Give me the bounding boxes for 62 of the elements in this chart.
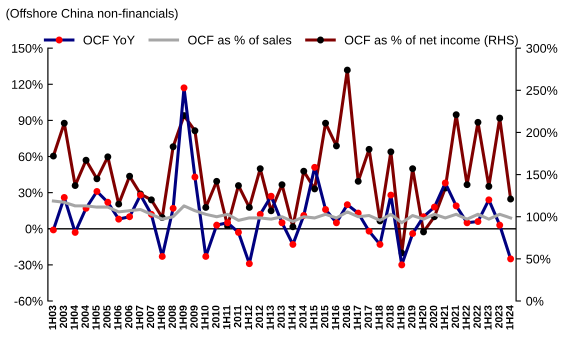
x-tick-label: 2018 (386, 305, 394, 328)
legend-label: OCF as % of net income (RHS) (344, 35, 518, 47)
x-tick-label: 2016 (342, 306, 350, 328)
x-tick-label: 1H06 (114, 306, 122, 330)
x-tick-label: 1H07 (136, 306, 144, 330)
x-tick-label: 2012 (256, 306, 264, 328)
y2-tick-label: 0% (526, 296, 544, 306)
x-tick-label: 2019 (408, 306, 416, 328)
y-tick-label: -60% (14, 296, 43, 306)
x-tick-label: 2003 (60, 306, 68, 328)
x-tick-label: 1H15 (310, 305, 318, 330)
chart-title: (Offshore China non-financials) (6, 8, 178, 20)
x-tick-label: 2014 (299, 305, 307, 328)
x-tick-label: 2006 (125, 306, 132, 328)
x-tick-label: 1H13 (266, 306, 274, 330)
y2-tick-label: 250% (526, 86, 558, 95)
x-tick-label: 1H24 (506, 305, 514, 330)
x-tick-label: 2023 (495, 306, 503, 328)
y2-tick-label: 300% (526, 44, 558, 53)
x-tick-label: 2022 (473, 306, 481, 328)
x-tick-label: 1H21 (440, 305, 448, 330)
x-tick-label: 2008 (168, 305, 176, 328)
x-tick-label: 2004 (81, 305, 89, 328)
x-tick-label: 1H11 (223, 305, 230, 329)
x-tick-label: 1H12 (244, 306, 252, 330)
x-tick-label: 2011 (234, 305, 242, 328)
x-tick-label: 2017 (364, 306, 372, 328)
y2-tick-label: 100% (526, 212, 558, 222)
y2-tick-label: 150% (526, 170, 558, 180)
x-tick-label: 1H09 (179, 306, 187, 330)
x-tick-label: 1H04 (70, 305, 78, 330)
y-tick-label: -30% (14, 260, 43, 270)
x-tick-label: 1H08 (158, 305, 166, 330)
y-tick-label: 60% (18, 152, 43, 162)
x-tick-label: 1H19 (397, 306, 405, 330)
x-tick-label: 1H18 (375, 305, 383, 330)
y2-tick-label: 50% (526, 254, 550, 264)
x-tick-label: 2007 (146, 306, 154, 328)
y-tick-label: 0% (26, 224, 43, 234)
x-tick-label: 1H05 (92, 305, 100, 330)
legend-label: OCF as % of sales (188, 35, 292, 44)
y-tick-label: 120% (12, 80, 43, 89)
x-tick-label: 1H22 (462, 306, 470, 330)
y-tick-label: 90% (18, 116, 43, 126)
x-tick-label: 1H20 (418, 306, 426, 330)
x-tick-label: 1H14 (288, 305, 296, 330)
legend-label: OCF YoY (84, 36, 135, 44)
y-tick-label: 30% (18, 188, 43, 198)
x-tick-label: 1H03 (48, 306, 56, 330)
x-tick-label: 2010 (212, 306, 220, 328)
x-tick-label: 2020 (430, 306, 438, 328)
x-tick-label: 1H23 (484, 306, 492, 330)
x-tick-label: 1H10 (201, 306, 209, 330)
x-tick-label: 2009 (190, 306, 198, 328)
y2-tick-label: 200% (526, 128, 558, 138)
x-tick-label: 1H16 (332, 306, 340, 330)
x-tick-label: 2013 (277, 306, 285, 328)
x-tick-label: 2015 (320, 305, 328, 328)
x-tick-label: 2005 (103, 305, 111, 328)
y-tick-label: 150% (12, 44, 43, 53)
x-tick-label: 1H17 (354, 306, 361, 330)
x-tick-label: 2021 (452, 305, 459, 328)
